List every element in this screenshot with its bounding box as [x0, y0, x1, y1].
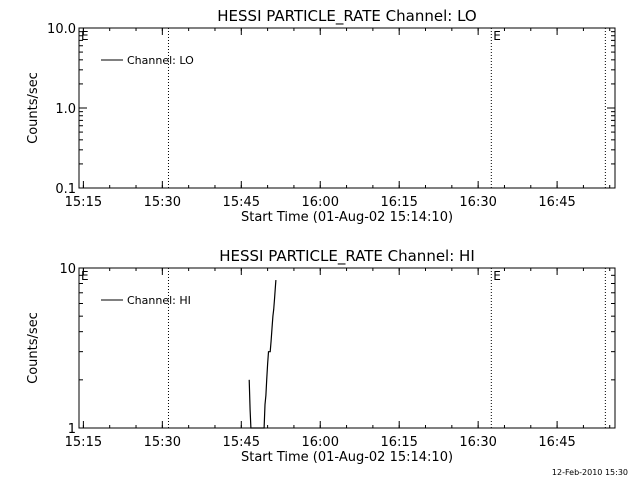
x-tick-label: 15:45 [223, 435, 260, 450]
time-marker-label: E [493, 269, 501, 283]
y-axis-label: Counts/sec [26, 72, 41, 144]
y-tick-label: 10.0 [47, 22, 76, 37]
x-tick-label: 16:30 [459, 195, 496, 210]
x-tick-label: 16:45 [538, 435, 575, 450]
x-tick-label: 15:15 [65, 195, 102, 210]
chart-title: HESSI PARTICLE_RATE Channel: HI [219, 247, 475, 266]
legend-label: Channel: LO [127, 54, 194, 67]
edge-marker-label: E [81, 269, 89, 283]
y-tick-label: 1 [68, 422, 76, 437]
plot-frame [78, 267, 616, 429]
x-tick-label: 16:15 [380, 195, 417, 210]
x-tick-label: 16:00 [302, 435, 339, 450]
edge-marker-label: E [81, 29, 89, 43]
x-axis-label: Start Time (01-Aug-02 15:14:10) [241, 450, 453, 465]
x-tick-label: 15:30 [144, 435, 181, 450]
y-tick-label: 10 [59, 262, 76, 277]
legend-label: Channel: HI [127, 294, 191, 307]
time-marker-label: E [493, 29, 501, 43]
chart-title: HESSI PARTICLE_RATE Channel: LO [217, 7, 476, 26]
y-tick-label: 1.0 [55, 102, 76, 117]
x-tick-label: 16:15 [380, 435, 417, 450]
x-tick-label: 15:30 [144, 195, 181, 210]
x-tick-label: 16:00 [302, 195, 339, 210]
x-tick-label: 16:45 [538, 195, 575, 210]
y-axis-label: Counts/sec [26, 312, 41, 384]
y-tick-label: 0.1 [55, 182, 76, 197]
footer-timestamp: 12-Feb-2010 15:30 [551, 468, 628, 477]
series-line [248, 280, 277, 429]
x-tick-label: 15:15 [65, 435, 102, 450]
plot-frame [78, 27, 616, 189]
x-tick-label: 15:45 [223, 195, 260, 210]
x-tick-label: 16:30 [459, 435, 496, 450]
x-axis-label: Start Time (01-Aug-02 15:14:10) [241, 210, 453, 225]
